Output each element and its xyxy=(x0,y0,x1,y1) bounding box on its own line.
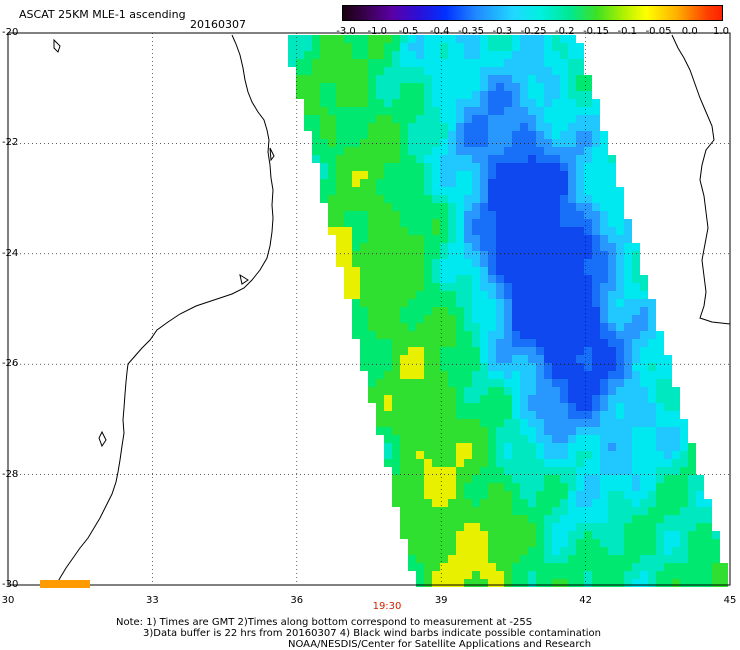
colorbar-label: -3.0 xyxy=(336,26,356,37)
latitude-label: -26 xyxy=(2,358,19,370)
colorbar-label: -0.25 xyxy=(520,26,547,37)
note-line-3: NOAA/NESDIS/Center for Satellite Applica… xyxy=(288,639,592,650)
colorbar-label: -0.05 xyxy=(645,26,672,37)
data-swath xyxy=(288,35,728,587)
colorbar-label: -0.1 xyxy=(617,26,638,37)
colorbar-label: -0.35 xyxy=(458,26,484,37)
colorbar-label: 1.0 xyxy=(713,26,729,37)
longitude-label: 42 xyxy=(579,595,592,606)
longitude-label: 30 xyxy=(1,595,15,606)
latitude-label: -24 xyxy=(2,247,19,259)
latitude-label: -22 xyxy=(2,137,19,149)
note-line-2: 3)Data buffer is 22 hrs from 20160307 4)… xyxy=(143,628,601,639)
colorbar-label: -0.15 xyxy=(583,26,609,37)
map-title: ASCAT 25KM MLE-1 ascending xyxy=(19,8,186,21)
colorbar-label: -0.3 xyxy=(492,26,513,37)
coastline xyxy=(53,34,731,586)
longitude-label: 45 xyxy=(723,595,737,606)
pass-time: 19:30 xyxy=(372,601,402,612)
land-flag-bar xyxy=(40,580,90,588)
map-date: 20160307 xyxy=(190,18,246,31)
colorbar-label: -0.4 xyxy=(429,26,450,37)
latitude-label: -30 xyxy=(2,579,19,590)
map-frame xyxy=(7,32,731,586)
colorbar-label: 0.0 xyxy=(681,26,698,37)
colorbar-label: -0.2 xyxy=(554,26,575,37)
colorbar-label: -1.0 xyxy=(367,26,388,37)
latitude-label: -20 xyxy=(2,27,19,38)
latitude-label: -28 xyxy=(2,468,19,480)
longitude-label: 36 xyxy=(290,595,304,606)
longitude-label: 39 xyxy=(434,595,448,606)
longitude-label: 33 xyxy=(146,595,159,606)
note-line-1: Note: 1) Times are GMT 2)Times along bot… xyxy=(116,617,533,628)
colorbar xyxy=(342,5,723,21)
colorbar-label: -0.5 xyxy=(398,26,419,37)
